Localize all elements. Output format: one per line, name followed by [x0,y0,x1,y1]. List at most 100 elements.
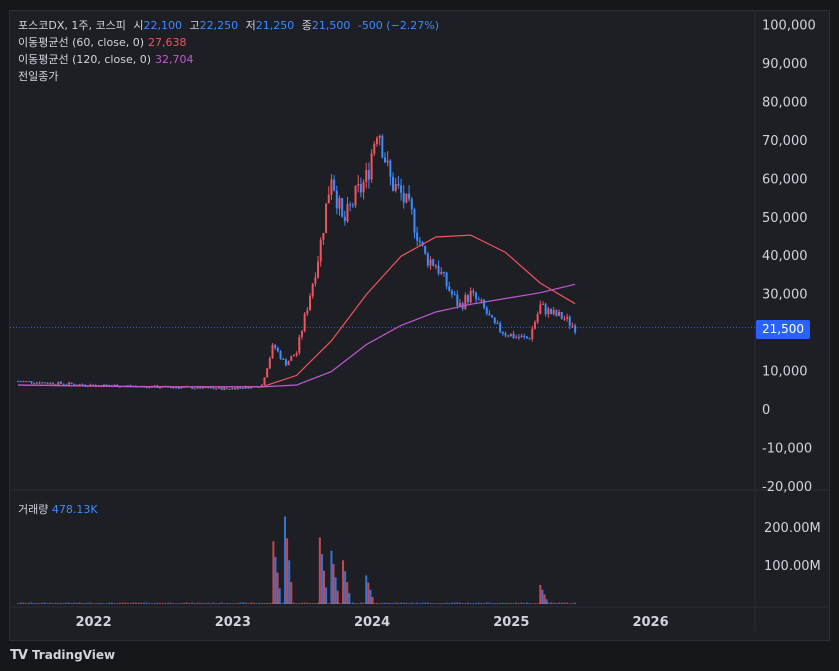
volume-bar [247,603,250,604]
candle-body [560,311,563,319]
volume-bar [311,603,314,604]
candle-body [59,381,62,384]
candle-body [306,310,309,314]
candle-body [346,204,349,222]
volume-bar [426,602,429,604]
volume-bar [300,602,303,604]
volume-bar [566,602,569,604]
ma120-legend[interactable]: 이동평균선 (120, close, 0) 32,704 [18,53,198,67]
candle-body [416,232,419,241]
price-axis-tick: 40,000 [762,249,808,264]
volume-bar [568,603,571,604]
volume-bar [483,603,486,604]
candle-body [57,381,60,385]
candle-body [531,328,534,339]
candle-body [539,304,542,314]
candle-body [46,383,49,385]
candle-body [300,331,303,337]
volume-bar [193,603,196,604]
volume-bar [381,602,384,604]
volume-bar [78,602,81,604]
volume-bar [121,602,124,604]
price-axis-tick: 70,000 [762,134,808,149]
candle-body [319,239,322,262]
candle-body [295,352,298,356]
volume-bar [450,602,453,604]
volume-bar [563,602,566,604]
candle-body [242,387,245,389]
candle-body [507,335,510,337]
volume-bar [303,602,306,604]
volume-bar [432,603,435,604]
volume-bar [51,603,54,604]
volume-bar [274,556,277,604]
volume-bar [156,602,159,604]
prev-close-legend[interactable]: 전일종가 [18,70,62,84]
volume-bar [43,602,46,604]
volume-bar [346,582,349,604]
volume-bar [242,602,245,604]
volume-bar [499,602,502,604]
volume-bar [226,603,229,604]
candle-body [434,265,437,267]
volume-bar [272,541,275,604]
volume-bar [555,602,558,604]
volume-bar [76,602,79,604]
volume-bar [153,602,156,604]
candle-body [410,199,413,210]
volume-bar [236,603,239,604]
volume-bar [49,602,52,604]
candle-body [22,381,25,383]
volume-bar [196,602,199,604]
volume-bar [255,602,258,604]
candle-body [552,310,555,315]
volume-bar [400,602,403,604]
candle-body [62,383,65,385]
candle-body [341,198,344,217]
volume-bar [348,593,351,604]
candle-body [118,386,121,388]
volume-bar [295,603,298,604]
volume-legend[interactable]: 거래량 478.13K [18,501,98,517]
volume-bar [306,602,309,604]
volume-bar [327,603,330,604]
volume-bar [523,602,526,604]
volume-bar [290,582,293,604]
chart-frame[interactable] [9,10,830,641]
low-label: 저 [245,19,256,32]
volume-bar [434,603,437,604]
volume-bar [209,603,212,604]
volume-bar [501,602,504,604]
candle-body [228,388,231,390]
candle-body [274,344,277,348]
candle-body [196,386,199,389]
candle-body [442,271,445,273]
volume-bar [129,602,132,604]
candle-body [367,170,370,180]
time-axis-tick: 2024 [354,615,390,630]
ma60-legend[interactable]: 이동평균선 (60, close, 0) 27,638 [18,36,191,50]
candle-body [35,382,38,384]
candle-body [239,387,242,389]
candle-body [480,299,483,301]
volume-bar [416,602,419,604]
candle-body [456,294,459,307]
volume-bar [292,602,295,604]
volume-bar [496,602,499,604]
close-value: 21,500 [311,19,351,32]
volume-bar [424,602,427,604]
volume-bar [480,602,483,604]
time-axis-tick: 2025 [493,615,529,630]
volume-bar [92,603,95,604]
volume-bar [161,602,164,604]
tradingview-footer[interactable]: TV TradingView [10,646,115,664]
candle-body [496,323,499,325]
volume-bar [217,603,220,604]
candle-body [469,290,472,303]
volume-bar [86,602,89,604]
candle-body [448,286,451,291]
volume-bar [477,602,480,604]
volume-bar [545,599,548,604]
volume-bar [517,603,520,604]
